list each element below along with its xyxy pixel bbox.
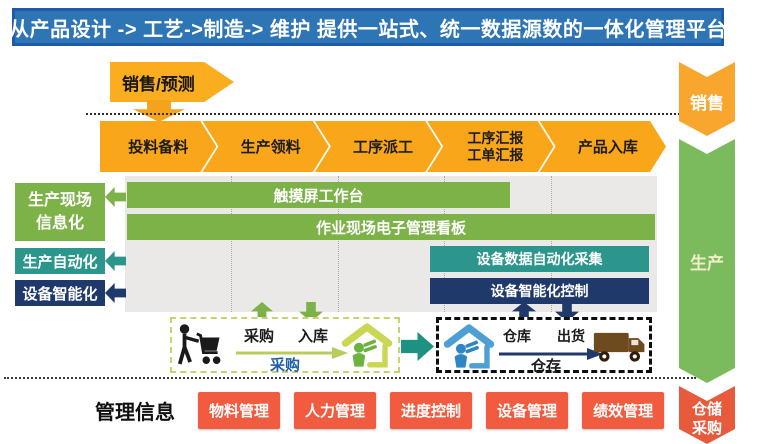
dotted-divider-top	[86, 113, 688, 115]
chevron-label: 工单汇报	[467, 146, 524, 163]
chevron-label: 产品入库	[577, 139, 638, 156]
chevron-process-dispatch: 工序派工	[315, 121, 441, 172]
progress-control-chip: 进度控制	[390, 392, 473, 429]
column-label: 仓储	[691, 401, 722, 419]
bar-label: 设备智能化控制	[490, 283, 589, 299]
chevron-process-report: 工序汇报 工单汇报	[427, 121, 553, 172]
warehouse-flow-arrow-icon	[499, 348, 603, 360]
chevron-material-prep: 投料备料	[100, 121, 216, 172]
person-with-cart-icon	[177, 324, 221, 365]
purchase-bottom-label: 采购	[270, 357, 301, 374]
bar-label: 设备数据自动化采集	[476, 251, 603, 267]
navy-left-arrow-icon	[105, 283, 126, 303]
performance-management-chip: 绩效管理	[582, 392, 665, 429]
chevron-production-picking: 生产领料	[202, 121, 328, 172]
teal-right-arrow-icon	[401, 332, 434, 361]
box-label: 设备智能化	[22, 285, 98, 303]
warehouse-flow-box: 仓库 出货 仓存	[436, 317, 652, 375]
purchase-label: 采购	[244, 328, 275, 345]
box-label: 生产现场	[27, 191, 92, 209]
teal-left-arrow-icon	[105, 251, 126, 271]
device-data-collection-bar: 设备数据自动化采集	[430, 246, 649, 272]
right-column-warehouse-purchase: 仓储 采购	[679, 386, 735, 444]
green-left-arrow-icon	[105, 187, 126, 207]
stock-label: 仓存	[531, 358, 562, 375]
sales-forecast-label: 销售/预测	[122, 74, 195, 94]
electronic-kanban-bar: 作业现场电子管理看板	[127, 214, 655, 240]
dotted-separator	[444, 176, 446, 312]
touchscreen-workbench-bar: 触摸屏工作台	[127, 182, 510, 208]
box-label: 信息化	[35, 215, 84, 232]
dotted-separator	[337, 176, 339, 312]
green-warehouse-house-icon	[341, 323, 393, 368]
dotted-divider-bottom	[4, 377, 696, 379]
blue-warehouse-house-icon	[443, 324, 495, 369]
shipment-label: 出货	[557, 328, 585, 344]
chevron-label: 生产领料	[240, 139, 301, 156]
inbound-label: 入库	[298, 328, 329, 345]
column-label: 销售	[690, 93, 724, 113]
bar-label: 作业现场电子管理看板	[315, 219, 466, 237]
orange-down-arrow-icon	[133, 100, 185, 122]
column-label: 采购	[691, 420, 722, 437]
process-chevron-row: 投料备料 生产领料 工序派工 工序汇报 工单汇报 产品入库	[100, 121, 666, 172]
shopfloor-informatization-box: 生产现场 信息化	[15, 183, 105, 241]
management-button-row: 物料管理 人力管理 进度控制 设备管理 绩效管理	[198, 392, 665, 429]
sales-forecast-arrow: 销售/预测	[110, 62, 234, 102]
title-banner: 从产品设计 -> 工艺->制造-> 维护 提供一站式、统一数据源数的一体化管理平…	[9, 8, 727, 46]
material-management-chip: 物料管理	[198, 392, 281, 429]
dotted-separator	[231, 176, 233, 312]
dotted-separator	[550, 176, 552, 312]
chevron-label: 工序派工	[353, 139, 414, 156]
column-label: 生产	[690, 253, 724, 273]
equipment-management-chip: 设备管理	[486, 392, 569, 429]
banner-text: 从产品设计 -> 工艺->制造-> 维护 提供一站式、统一数据源数的一体化管理平…	[9, 18, 727, 41]
bar-label: 触摸屏工作台	[273, 187, 364, 205]
purchase-flow-box: 采购 入库 采购	[170, 317, 400, 374]
hr-management-chip: 人力管理	[294, 392, 377, 429]
box-label: 生产自动化	[22, 253, 98, 271]
device-intelligence-box: 设备智能化	[15, 280, 105, 306]
chevron-label: 工序汇报	[467, 129, 524, 146]
device-smart-control-bar: 设备智能化控制	[430, 278, 649, 304]
chevron-label: 投料备料	[128, 139, 189, 156]
management-info-title: 管理信息	[95, 402, 175, 424]
right-column-production: 生产	[679, 139, 735, 383]
chevron-product-storage: 产品入库	[540, 121, 666, 172]
delivery-truck-icon	[593, 332, 645, 362]
right-column-sales: 销售	[679, 62, 735, 136]
warehouse-label: 仓库	[503, 328, 531, 344]
purchase-flow-arrow-icon	[236, 347, 348, 359]
production-automation-box: 生产自动化	[15, 248, 105, 274]
